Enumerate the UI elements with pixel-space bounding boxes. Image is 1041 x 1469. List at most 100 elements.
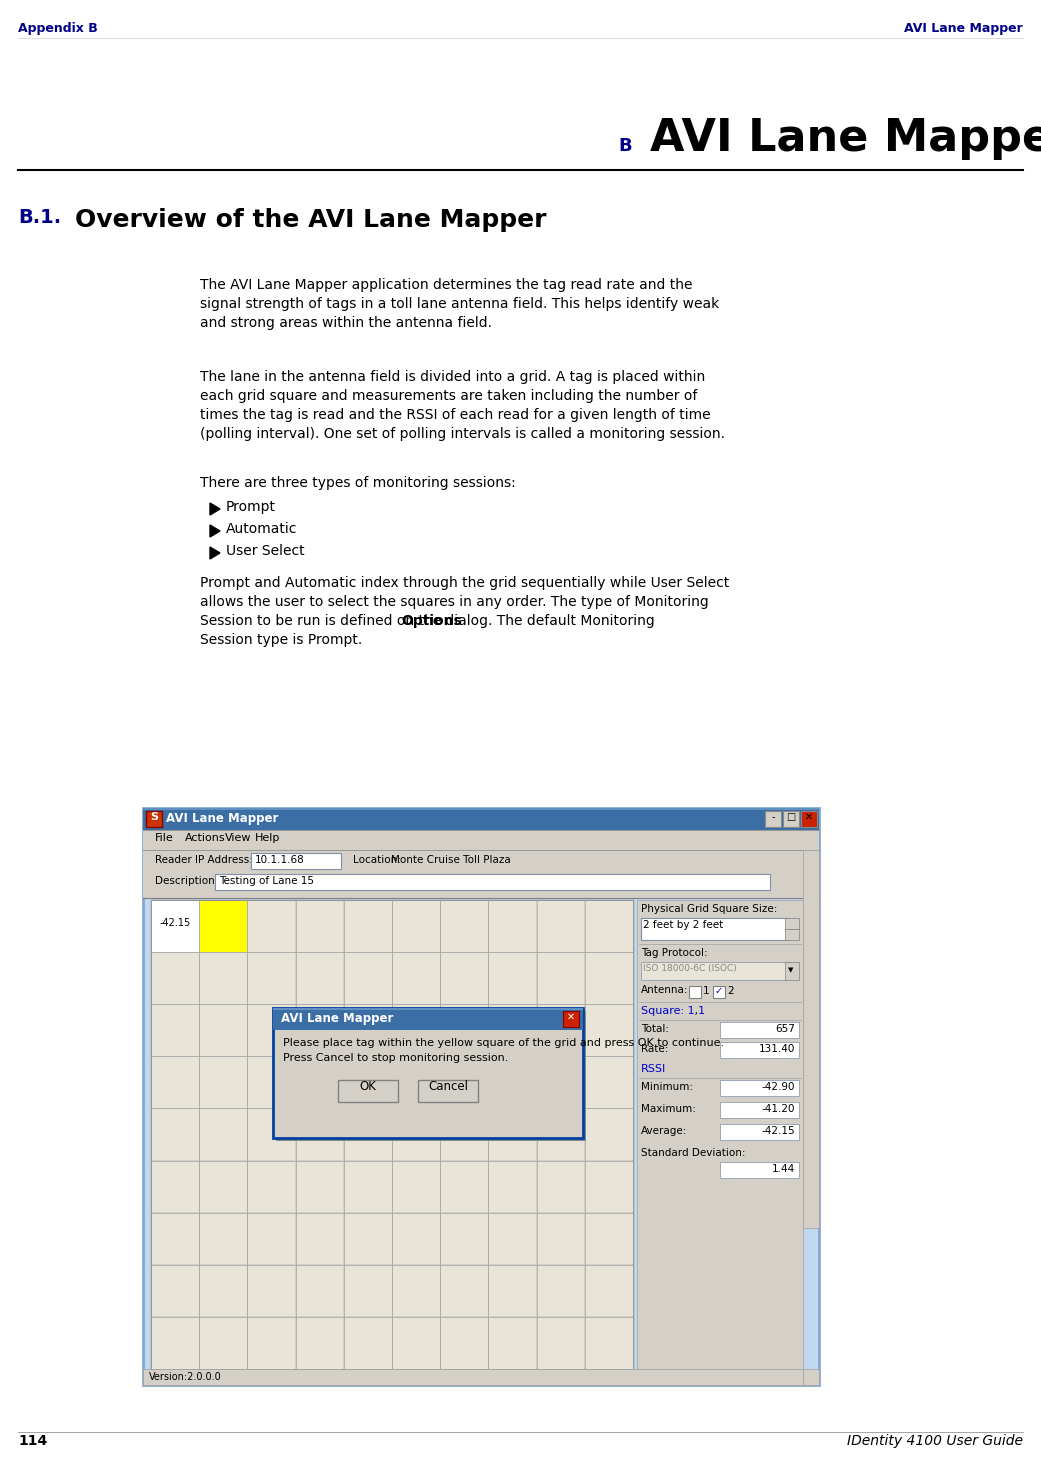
Bar (152, 1056, 199, 1108)
Text: signal strength of tags in a toll lane antenna field. This helps identify weak: signal strength of tags in a toll lane a… (200, 297, 719, 311)
Text: RSSI: RSSI (641, 1064, 666, 1074)
Bar (200, 900, 247, 952)
Bar (392, 1161, 439, 1212)
Text: B: B (618, 137, 632, 156)
Bar (537, 1056, 584, 1108)
Bar (392, 1005, 439, 1056)
Bar (785, 962, 799, 980)
Text: dialog. The default Monitoring: dialog. The default Monitoring (440, 614, 655, 629)
Bar (152, 952, 199, 1003)
Bar (440, 900, 488, 952)
Text: times the tag is read and the RSSI of each read for a given length of time: times the tag is read and the RSSI of ea… (200, 408, 711, 422)
Bar (248, 900, 295, 952)
Bar (489, 1109, 536, 1161)
Text: OK: OK (359, 1080, 377, 1093)
Text: ✕: ✕ (567, 1012, 575, 1022)
Polygon shape (210, 502, 220, 516)
Text: AVI Lane Mapper: AVI Lane Mapper (166, 812, 278, 826)
Bar (338, 1080, 398, 1102)
Bar (152, 1213, 199, 1265)
Bar (803, 1369, 819, 1385)
Polygon shape (210, 524, 220, 538)
Text: Maximum:: Maximum: (641, 1105, 695, 1114)
Bar (248, 952, 295, 1003)
Text: B.1.: B.1. (18, 209, 61, 228)
Text: □: □ (786, 812, 795, 823)
Bar (720, 1102, 799, 1118)
Text: Testing of Lane 15: Testing of Lane 15 (219, 876, 314, 886)
Text: Tag Protocol:: Tag Protocol: (641, 948, 708, 958)
Text: allows the user to select the squares in any order. The type of Monitoring: allows the user to select the squares in… (200, 595, 709, 610)
Bar (143, 808, 819, 830)
Bar (296, 1056, 344, 1108)
Bar (152, 1161, 199, 1212)
Bar (585, 952, 633, 1003)
Text: Session to be run is defined on the: Session to be run is defined on the (200, 614, 446, 629)
Bar (489, 1005, 536, 1056)
Bar (143, 808, 819, 809)
Bar (296, 1161, 344, 1212)
Bar (785, 928, 799, 940)
Text: S: S (150, 812, 158, 823)
Text: Reader IP Address:: Reader IP Address: (155, 855, 253, 865)
Bar (296, 1109, 344, 1161)
Bar (720, 1124, 799, 1140)
Bar (392, 1109, 439, 1161)
Text: Average:: Average: (641, 1127, 687, 1136)
Bar (713, 986, 725, 997)
Text: IDentity 4100 User Guide: IDentity 4100 User Guide (847, 1434, 1023, 1448)
Bar (251, 853, 341, 870)
Bar (200, 1265, 247, 1316)
Text: AVI Lane Mapper: AVI Lane Mapper (650, 118, 1041, 160)
Bar (248, 1005, 295, 1056)
Bar (215, 874, 770, 890)
Bar (489, 1213, 536, 1265)
Text: 10.1.1.68: 10.1.1.68 (255, 855, 305, 865)
Bar (345, 1265, 391, 1316)
Text: The lane in the antenna field is divided into a grid. A tag is placed within: The lane in the antenna field is divided… (200, 370, 705, 383)
Bar (537, 900, 584, 952)
Bar (248, 1109, 295, 1161)
Text: 1.44: 1.44 (771, 1163, 795, 1174)
Text: -: - (771, 812, 775, 823)
Bar (345, 1005, 391, 1056)
Bar (248, 1265, 295, 1316)
Bar (392, 1318, 439, 1369)
Bar (440, 1161, 488, 1212)
Text: Appendix B: Appendix B (18, 22, 98, 35)
Bar (392, 1213, 439, 1265)
Bar (200, 952, 247, 1003)
Bar (392, 1056, 439, 1108)
Bar (345, 1161, 391, 1212)
Text: 114: 114 (18, 1434, 47, 1448)
Bar (146, 811, 162, 827)
Text: Cancel: Cancel (428, 1080, 468, 1093)
Bar (296, 1213, 344, 1265)
Text: Options: Options (402, 614, 462, 629)
Bar (143, 808, 819, 1385)
Text: and strong areas within the antenna field.: and strong areas within the antenna fiel… (200, 316, 492, 331)
Bar (783, 811, 799, 827)
Text: ISO 18000-6C (ISOC): ISO 18000-6C (ISOC) (643, 964, 737, 972)
Text: Prompt: Prompt (226, 499, 276, 514)
Text: Help: Help (255, 833, 280, 843)
Bar (489, 1056, 536, 1108)
Bar (489, 900, 536, 952)
Text: 131.40: 131.40 (759, 1044, 795, 1053)
Bar (537, 1318, 584, 1369)
Bar (537, 952, 584, 1003)
Text: Automatic: Automatic (226, 521, 298, 536)
Text: Overview of the AVI Lane Mapper: Overview of the AVI Lane Mapper (75, 209, 547, 232)
Bar (803, 851, 819, 1228)
Text: Antenna:: Antenna: (641, 986, 688, 995)
Bar (720, 1080, 799, 1096)
Text: Standard Deviation:: Standard Deviation: (641, 1147, 745, 1158)
Text: Actions: Actions (185, 833, 226, 843)
Text: The AVI Lane Mapper application determines the tag read rate and the: The AVI Lane Mapper application determin… (200, 278, 692, 292)
Text: Press Cancel to stop monitoring session.: Press Cancel to stop monitoring session. (283, 1053, 508, 1064)
Bar (200, 900, 247, 952)
Text: each grid square and measurements are taken including the number of: each grid square and measurements are ta… (200, 389, 697, 403)
Text: ✓: ✓ (715, 986, 723, 996)
Bar (563, 1011, 579, 1027)
Bar (152, 900, 199, 952)
